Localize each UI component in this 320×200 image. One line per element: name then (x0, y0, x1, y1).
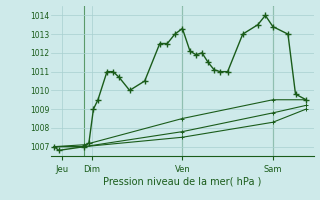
X-axis label: Pression niveau de la mer( hPa ): Pression niveau de la mer( hPa ) (103, 177, 261, 187)
